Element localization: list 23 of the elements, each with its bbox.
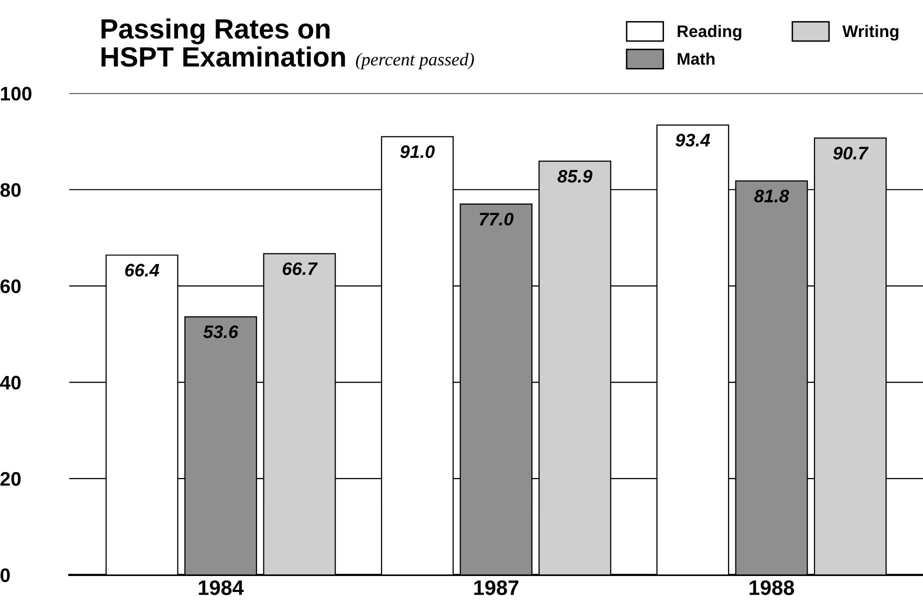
text: 81.8 (754, 190, 790, 202)
text: 66.7 (282, 262, 318, 276)
legend-label: Math (678, 52, 714, 65)
y-tick-label: 0 (0, 568, 10, 582)
x-tick-label: 1984 (198, 580, 244, 596)
y-tick-label: 100 (1, 86, 32, 101)
text: 93.4 (676, 134, 710, 147)
y-tick-label: 60 (0, 279, 21, 294)
chart-subtitle: (percent passed) (356, 52, 474, 70)
text: 53.6 (203, 325, 238, 338)
y-tick-label: 80 (0, 183, 21, 197)
text: 77.0 (480, 212, 514, 226)
text: 90.7 (833, 146, 869, 160)
legend-label: Writing (842, 24, 898, 41)
text: 66.4 (125, 264, 160, 277)
legend-label: Reading (678, 24, 742, 41)
y-tick-label: 40 (0, 376, 21, 390)
x-tick-label: 1987 (474, 580, 518, 596)
y-tick-label: 20 (0, 472, 21, 486)
chart-title: Passing Rates on HSPT Examination (102, 18, 345, 67)
text: 91.0 (400, 145, 435, 158)
x-tick-label: 1988 (750, 580, 794, 596)
text: 85.9 (558, 170, 592, 183)
